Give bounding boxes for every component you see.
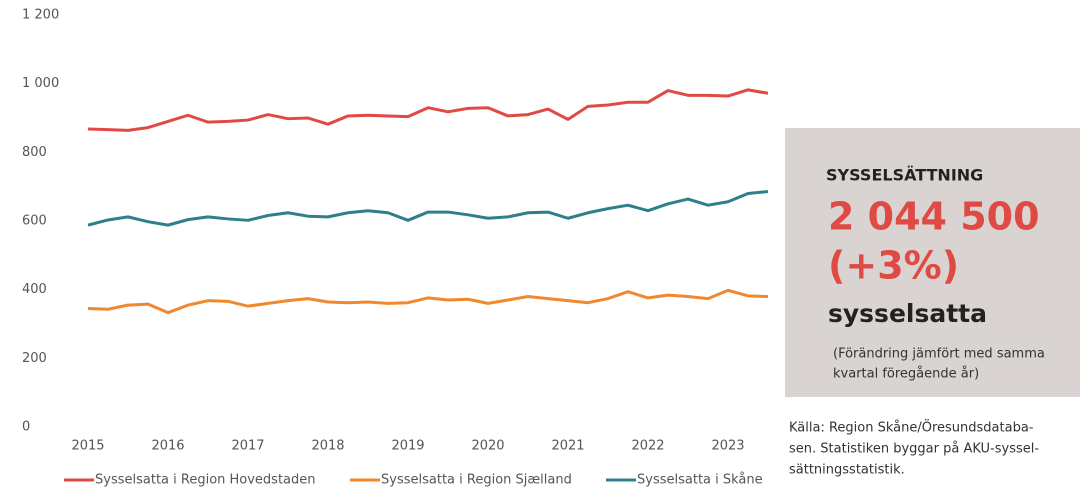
series-line xyxy=(87,88,769,132)
y-tick-label: 1 200 xyxy=(22,8,59,23)
panel-unit: sysselsatta xyxy=(828,299,987,328)
x-tick-label: 2017 xyxy=(231,439,264,454)
x-tick-label: 2019 xyxy=(391,439,424,454)
y-tick-label: 400 xyxy=(22,282,47,297)
legend-label: Sysselsatta i Region Hovedstaden xyxy=(95,473,316,488)
source: sen. Statistiken byggar på AKU-syssel- xyxy=(789,442,1039,457)
series-line xyxy=(87,189,769,227)
y-tick-label: 200 xyxy=(22,351,47,366)
panel-change: (+3%) xyxy=(828,244,959,288)
panel-note: kvartal föregående år) xyxy=(833,367,979,382)
legend-label: Sysselsatta i Region Sjælland xyxy=(381,473,572,488)
x-tick-label: 2016 xyxy=(151,439,184,454)
y-tick-label: 0 xyxy=(22,420,30,435)
panel-box xyxy=(785,128,1080,397)
panel-heading: SYSSELSÄTTNING xyxy=(826,166,983,185)
x-tick-label: 2015 xyxy=(71,439,104,454)
x-tick-label: 2022 xyxy=(631,439,664,454)
series-line xyxy=(87,288,769,315)
x-tick-label: 2023 xyxy=(711,439,744,454)
y-tick-label: 800 xyxy=(22,145,47,160)
y-tick-label: 1 000 xyxy=(22,76,59,91)
panel-note: (Förändring jämfört med samma xyxy=(833,347,1045,362)
y-tick-label: 600 xyxy=(22,214,47,229)
source: sättningsstatistik. xyxy=(789,463,905,478)
legend-label: Sysselsatta i Skåne xyxy=(637,473,763,488)
source: Källa: Region Skåne/Öresundsdataba- xyxy=(789,419,1034,436)
panel-figure: 2 044 500 xyxy=(828,195,1040,239)
x-tick-label: 2020 xyxy=(471,439,504,454)
x-tick-label: 2021 xyxy=(551,439,584,454)
x-tick-label: 2018 xyxy=(311,439,344,454)
